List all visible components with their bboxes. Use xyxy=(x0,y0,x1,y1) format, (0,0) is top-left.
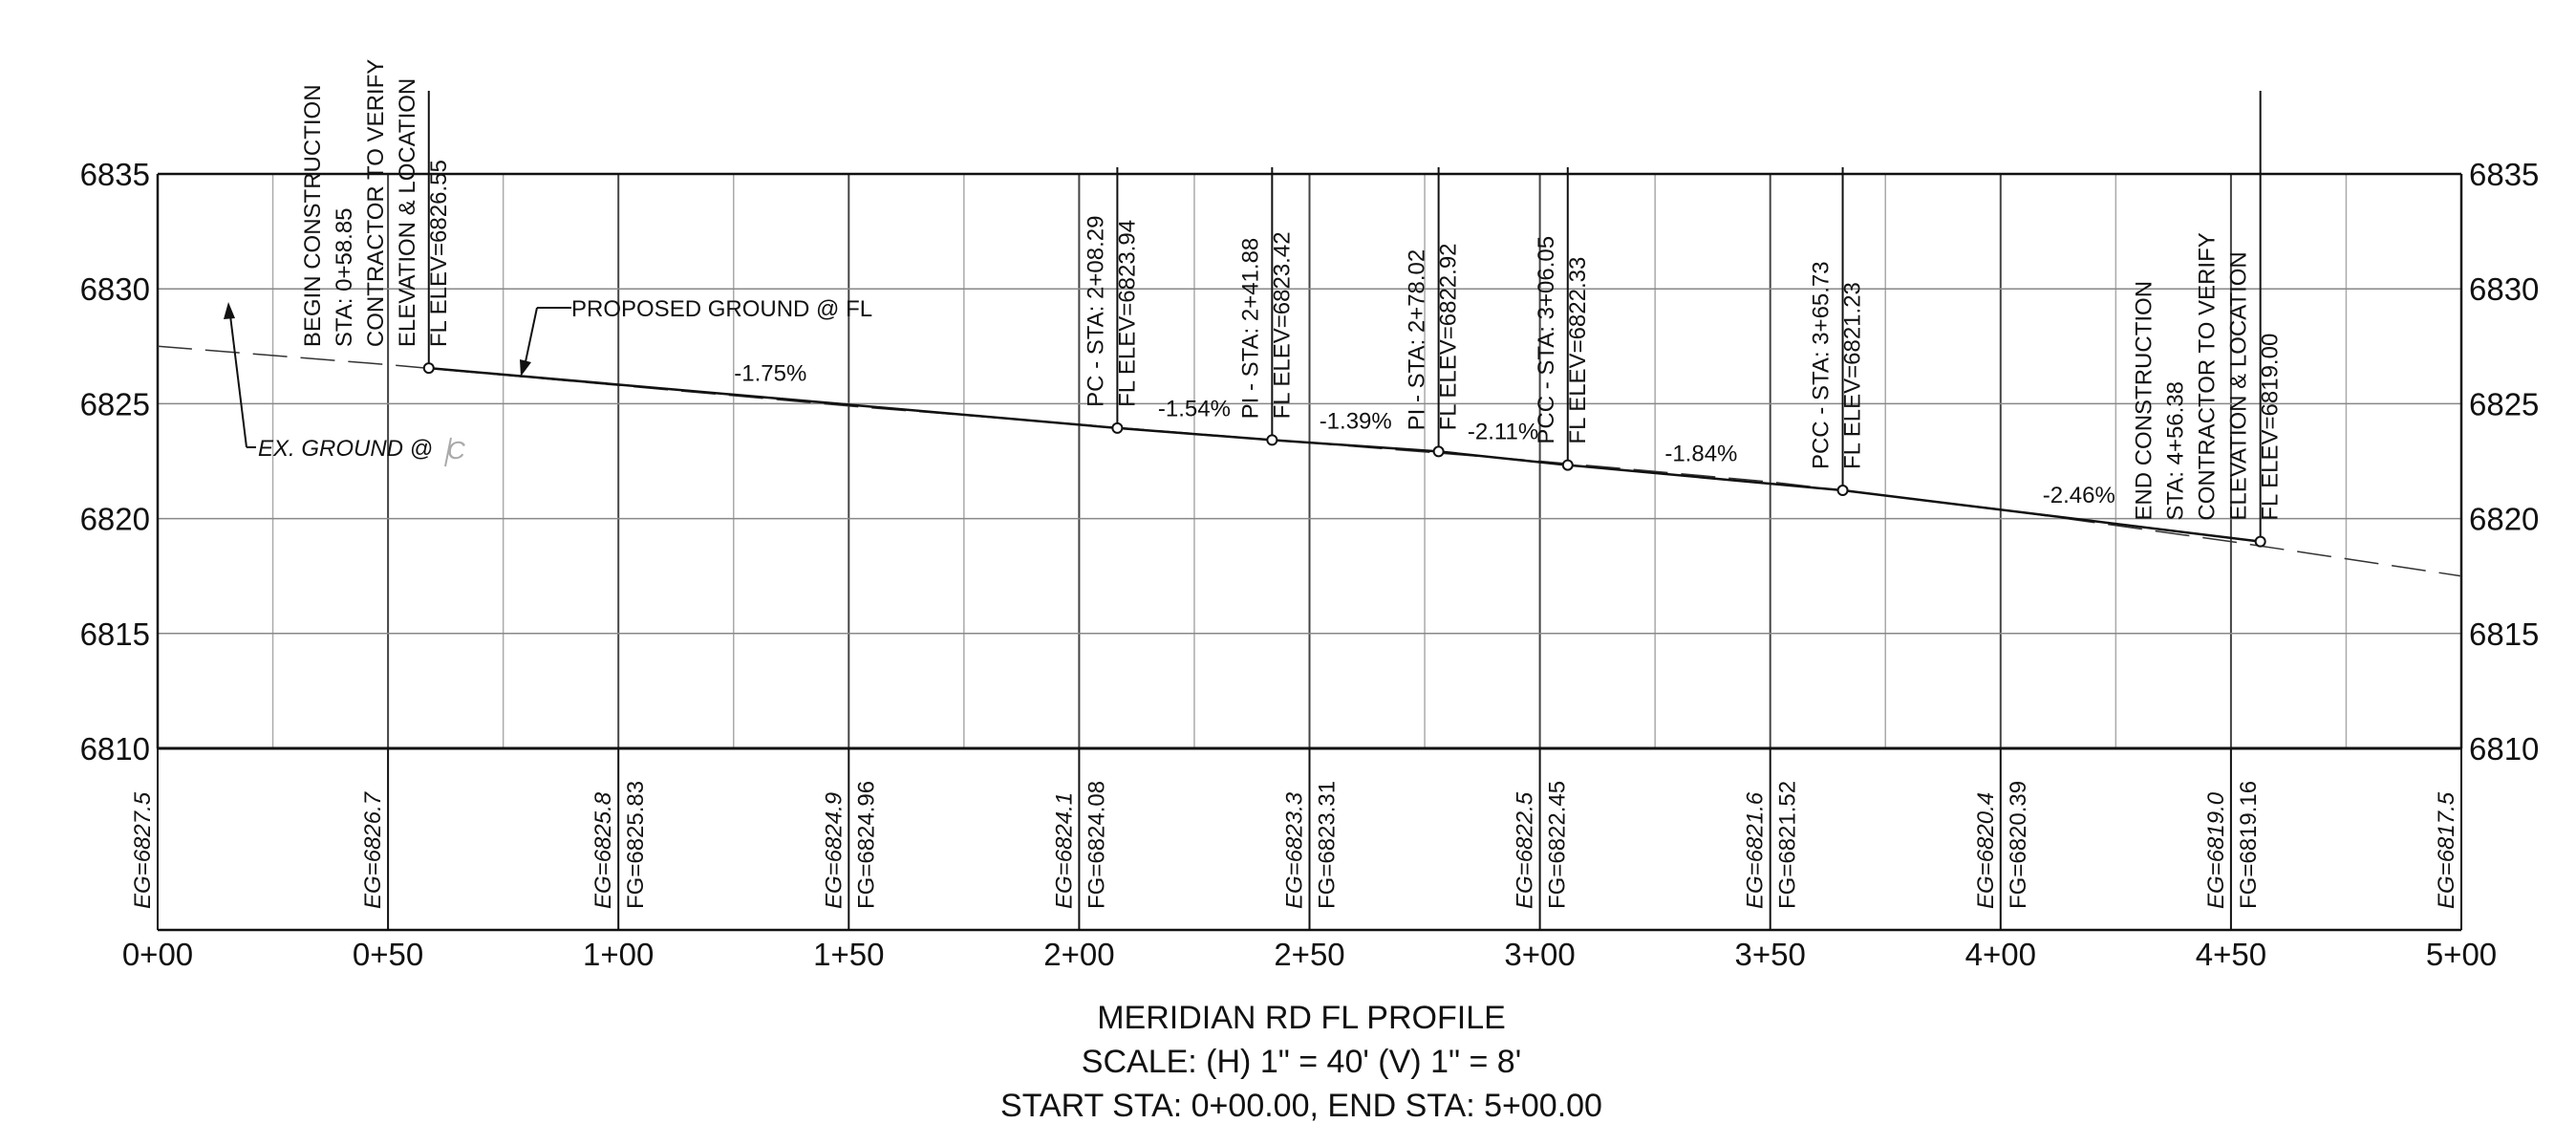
fg-value: FG=6821.52 xyxy=(1775,781,1801,909)
profile-grid xyxy=(156,172,2463,750)
eg-value: EG=6824.1 xyxy=(1051,792,1077,909)
control-point xyxy=(1432,445,1445,458)
point-annotation-text: PCC - STA: 3+06.05 xyxy=(1534,236,1559,444)
point-annotation-text: BEGIN CONSTRUCTION xyxy=(300,84,326,347)
eg-value: EG=6820.4 xyxy=(1973,792,1999,909)
point-annotation-text: FL ELEV=6819.00 xyxy=(2258,334,2284,521)
profile-caption: MERIDIAN RD FL PROFILE SCALE: (H) 1" = 4… xyxy=(1000,1000,1602,1124)
y-tick-right: 6830 xyxy=(2469,271,2539,307)
y-tick-left: 6825 xyxy=(80,386,150,421)
point-annotation-text: CONTRACTOR TO VERIFY xyxy=(2195,232,2221,520)
grade-label: -1.54% xyxy=(1158,397,1231,422)
point-annotation-text: PI - STA: 2+41.88 xyxy=(1237,238,1263,420)
y-tick-left: 6810 xyxy=(80,731,150,767)
x-tick: 2+00 xyxy=(1043,937,1114,972)
fg-value: FG=6823.31 xyxy=(1315,781,1341,909)
proposed-ground-line xyxy=(428,366,2261,543)
eg-value: EG=6817.5 xyxy=(2434,791,2459,909)
proposed-arrowhead xyxy=(520,359,531,377)
point-annotation-text: PCC - STA: 3+65.73 xyxy=(1809,261,1835,469)
x-tick: 0+00 xyxy=(122,937,193,972)
eg-value: EG=6826.7 xyxy=(360,790,386,909)
y-tick-right: 6810 xyxy=(2469,731,2539,767)
fg-value: FG=6824.96 xyxy=(853,781,879,909)
point-annotation-text: END CONSTRUCTION xyxy=(2132,281,2157,521)
point-annotations: BEGIN CONSTRUCTION STA: 0+58.85 CONTRACTOR… xyxy=(300,59,2284,548)
point-annotation-text: FL ELEV=6826.55 xyxy=(426,160,452,347)
control-point xyxy=(2254,535,2266,548)
x-tick: 3+00 xyxy=(1504,937,1575,972)
fg-value: FG=6819.16 xyxy=(2236,781,2262,909)
point-annotation-text: ELEVATION & LOCATION xyxy=(395,78,420,347)
control-point xyxy=(1266,434,1278,446)
fg-value: FG=6825.83 xyxy=(623,781,649,909)
point-annotation-text: FL ELEV=6822.92 xyxy=(1436,243,1462,430)
existing-leader xyxy=(228,307,247,448)
existing-ground-label: EX. GROUND @ xyxy=(258,436,433,462)
y-tick-left: 6820 xyxy=(80,502,150,537)
eg-value: EG=6822.5 xyxy=(1513,791,1538,909)
y-tick-left: 6815 xyxy=(80,616,150,652)
centerline-symbol: C xyxy=(444,436,465,467)
point-annotation-text: FL ELEV=6823.42 xyxy=(1269,231,1295,419)
fg-value: FG=6820.39 xyxy=(2006,781,2031,909)
x-tick: 3+50 xyxy=(1735,937,1806,972)
eg-value: EG=6819.0 xyxy=(2203,791,2229,909)
control-point xyxy=(1111,421,1124,434)
x-tick: 1+50 xyxy=(813,937,884,972)
axis-ticks: 6835 6835 6830 6830 6825 6825 6820 6820 6815 6815… xyxy=(80,157,2540,972)
x-tick: 1+00 xyxy=(583,937,654,972)
y-tick-left: 6830 xyxy=(80,271,150,307)
profile-title: MERIDIAN RD FL PROFILE xyxy=(1097,1000,1506,1036)
y-tick-right: 6835 xyxy=(2469,157,2539,192)
point-annotation-text: PC - STA: 2+08.29 xyxy=(1083,216,1108,407)
callouts: PROPOSED GROUND @ FL EX. GROUND @ C xyxy=(224,296,872,467)
y-tick-right: 6815 xyxy=(2469,616,2539,652)
x-tick: 4+00 xyxy=(1965,937,2036,972)
proposed-leader-arrow xyxy=(523,307,538,372)
eg-value: EG=6827.5 xyxy=(130,791,156,909)
grade-label: -2.11% xyxy=(1468,420,1538,445)
grade-label: -1.84% xyxy=(1664,442,1737,467)
point-annotation-text: CONTRACTOR TO VERIFY xyxy=(363,59,389,347)
grade-label: -1.39% xyxy=(1320,408,1392,434)
profile-scale: SCALE: (H) 1" = 40' (V) 1" = 8' xyxy=(1082,1044,1521,1080)
control-point xyxy=(1561,459,1574,471)
profile-range: START STA: 0+00.00, END STA: 5+00.00 xyxy=(1000,1088,1602,1124)
grade-label: -2.46% xyxy=(2043,483,2115,508)
proposed-ground-label: PROPOSED GROUND @ FL xyxy=(571,296,872,322)
eg-value: EG=6824.9 xyxy=(821,792,847,909)
eg-value: EG=6823.3 xyxy=(1282,791,1308,909)
point-annotation-text: ELEVATION & LOCATION xyxy=(2226,251,2252,520)
point-annotation-text: PI - STA: 2+78.02 xyxy=(1405,249,1430,431)
x-tick: 2+50 xyxy=(1274,937,1344,972)
y-tick-left: 6835 xyxy=(80,157,150,192)
point-annotation-text: FL ELEV=6821.23 xyxy=(1840,282,1866,469)
point-annotation-text: FL ELEV=6823.94 xyxy=(1114,220,1140,407)
station-table: EG=6827.5 EG=6826.7 EG=6825.8 FG=6825.83 EG=… xyxy=(130,746,2462,932)
existing-arrowhead xyxy=(224,302,235,319)
point-annotation-text: FL ELEV=6822.33 xyxy=(1565,257,1591,444)
eg-value: EG=6825.8 xyxy=(590,791,616,909)
eg-value: EG=6821.6 xyxy=(1743,791,1769,909)
fg-value: FG=6824.08 xyxy=(1084,781,1109,909)
y-tick-right: 6825 xyxy=(2469,386,2539,421)
y-tick-right: 6820 xyxy=(2469,502,2539,537)
point-annotation-text: STA: 0+58.85 xyxy=(332,207,357,347)
point-annotation-text: STA: 4+56.38 xyxy=(2163,381,2189,521)
svg-text:C: C xyxy=(447,436,465,464)
control-point xyxy=(422,362,435,375)
x-tick: 5+00 xyxy=(2426,937,2497,972)
control-point xyxy=(1836,485,1849,497)
grade-label: -1.75% xyxy=(734,360,806,386)
fg-value: FG=6822.45 xyxy=(1545,781,1571,909)
x-tick: 4+50 xyxy=(2196,937,2266,972)
x-tick: 0+50 xyxy=(353,937,423,972)
